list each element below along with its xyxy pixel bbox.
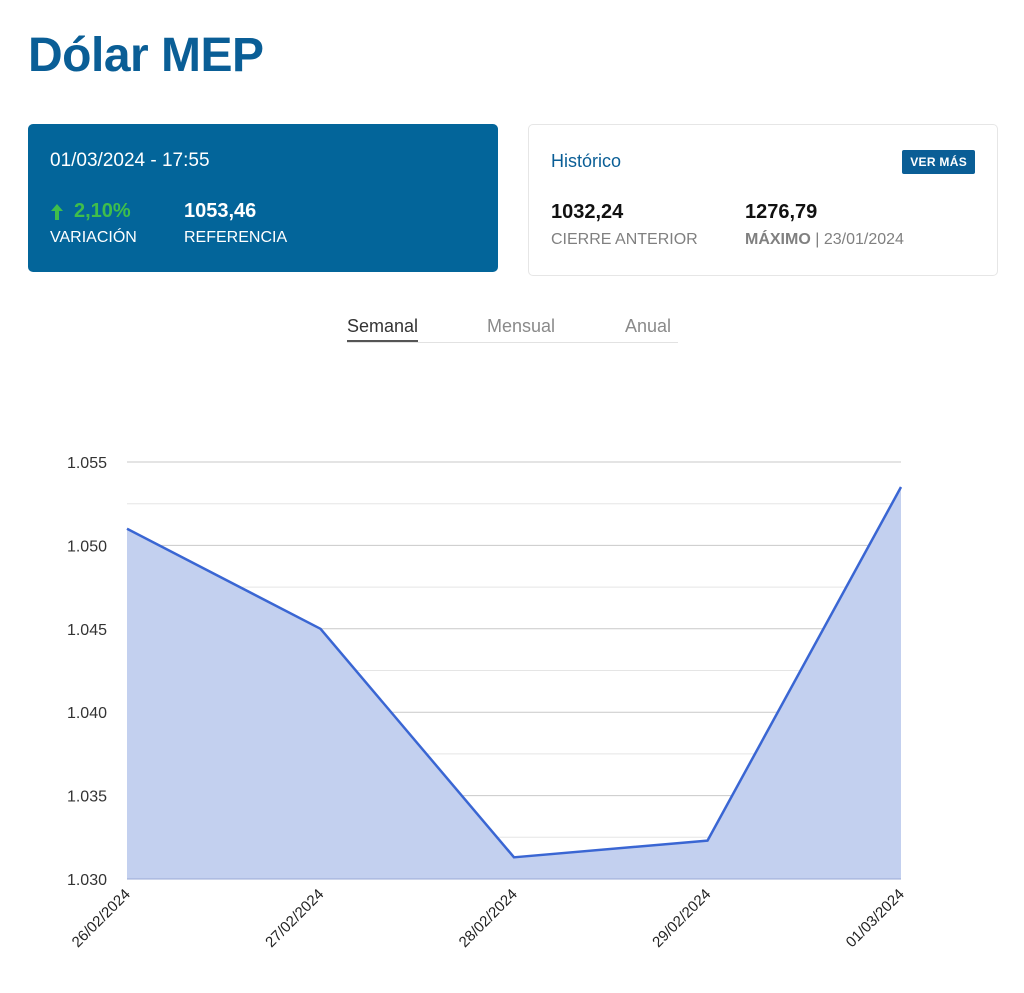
tab-semanal[interactable]: Semanal [347, 316, 419, 342]
x-tick-label: 26/02/2024 [69, 886, 134, 951]
variation-text: 2,10% [74, 200, 131, 222]
x-tick-label: 29/02/2024 [649, 886, 714, 951]
period-tabs: Semanal Mensual Anual [347, 316, 678, 343]
y-axis-ticks: 1.030 1.035 1.040 1.045 1.050 1.055 [67, 455, 107, 889]
history-card: Histórico VER MÁS 1032,24 CIERRE ANTERIO… [528, 124, 998, 276]
y-tick-label: 1.030 [67, 872, 107, 889]
variation-label: VARIACIÓN [50, 229, 137, 246]
page-title: Dólar MEP [28, 29, 264, 82]
x-tick-label: 27/02/2024 [262, 886, 327, 951]
tab-mensual[interactable]: Mensual [487, 316, 556, 336]
max-separator: | [810, 231, 824, 248]
max-label-line: MÁXIMO | 23/01/2024 [745, 231, 904, 249]
quote-datetime: 01/03/2024 - 17:55 [50, 150, 210, 171]
max-date: 23/01/2024 [823, 231, 904, 248]
arrow-up-icon [51, 203, 63, 220]
variation-value: 2,10% [50, 200, 131, 223]
area-layer [126, 486, 903, 880]
price-chart: 1.030 1.035 1.040 1.045 1.050 1.055 26/02/202… [67, 455, 908, 951]
series-area [127, 487, 901, 879]
max-value: 1276,79 [745, 201, 818, 223]
tab-anual[interactable]: Anual [625, 316, 672, 336]
y-tick-label: 1.035 [67, 789, 107, 806]
y-tick-label: 1.045 [67, 622, 107, 639]
ver-mas-button[interactable]: VER MÁS [902, 150, 975, 174]
y-tick-label: 1.055 [67, 455, 107, 472]
max-label: MÁXIMO [745, 231, 811, 248]
quote-summary-card: 01/03/2024 - 17:55 2,10% VARIACIÓN 1053,… [28, 124, 498, 272]
y-tick-label: 1.040 [67, 705, 107, 722]
history-title: Histórico [551, 151, 622, 171]
reference-label: REFERENCIA [184, 229, 288, 246]
x-tick-label: 28/02/2024 [456, 886, 521, 951]
x-axis-ticks: 26/02/2024 27/02/2024 28/02/2024 29/02/2024… [69, 886, 908, 951]
reference-value: 1053,46 [184, 200, 257, 222]
prev-close-label: CIERRE ANTERIOR [551, 231, 698, 248]
y-tick-label: 1.050 [67, 538, 107, 555]
prev-close-value: 1032,24 [551, 201, 624, 223]
x-tick-label: 01/03/2024 [843, 886, 908, 951]
